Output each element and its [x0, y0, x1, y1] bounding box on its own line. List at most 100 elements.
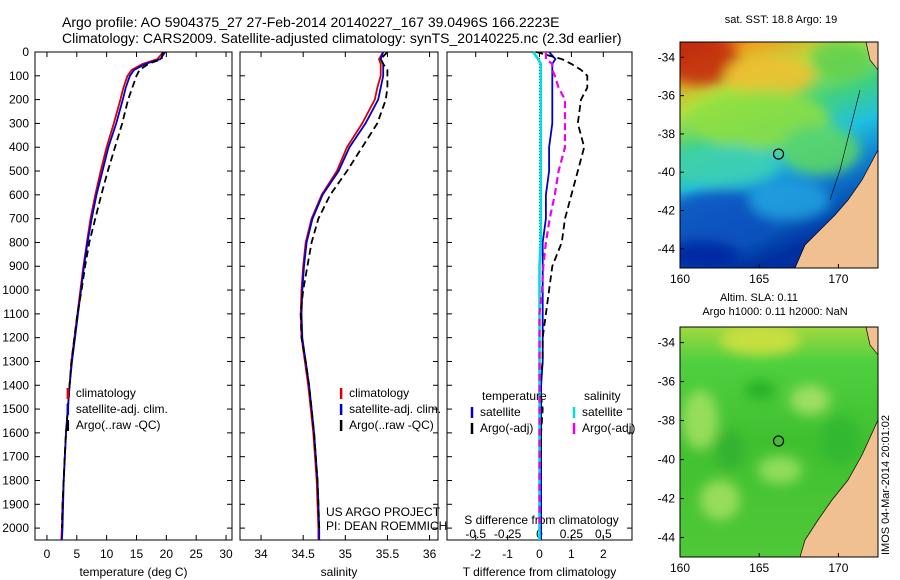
- x-tick-label: 5: [73, 547, 80, 561]
- map-y-tick-label: -40: [658, 453, 676, 467]
- y-tick-label: 0: [22, 45, 29, 59]
- series-line-argo-raw-qc-: [299, 51, 389, 529]
- x-tick-label: 30: [219, 547, 233, 561]
- y-tick-label: 600: [9, 188, 29, 202]
- land-shape: [794, 149, 878, 268]
- map-y-tick-label: -42: [658, 492, 676, 506]
- y-tick-label: 900: [9, 259, 29, 273]
- x-tick-label: 34.5: [292, 547, 316, 561]
- x2-tick-label: 0.5: [595, 527, 612, 541]
- x-tick-label: -2: [470, 547, 481, 561]
- y-tick-label: 1900: [2, 497, 29, 511]
- map-x-tick-label: 165: [749, 272, 769, 286]
- land-shape: [799, 419, 878, 557]
- series-line-satellite-adj-clim-: [300, 51, 385, 540]
- y-tick-label: 200: [9, 93, 29, 107]
- legend-label: satellite-adj. clim.: [349, 402, 441, 416]
- x-tick-label: 34: [254, 547, 268, 561]
- legend-label: climatology: [76, 386, 136, 400]
- header-line-1: Argo profile: AO 5904375_27 27-Feb-2014 …: [62, 14, 559, 30]
- chart-panel-temperature: 0 5 10 15 20 25 30 temperature (deg C) 0 100 200 30…: [2, 45, 233, 579]
- legend-label: Argo(-adj): [582, 421, 635, 435]
- map-y-tick-label: -36: [658, 375, 676, 389]
- x-tick-label: 0: [536, 547, 543, 561]
- x-tick-label: 35.5: [376, 547, 400, 561]
- project-note-line-1: US ARGO PROJECT: [326, 505, 441, 519]
- map-x-tick-label: 160: [670, 272, 690, 286]
- x-tick-label: 1: [568, 547, 575, 561]
- series-line-argo-adj-: [538, 52, 567, 529]
- legend-group-title: salinity: [584, 389, 621, 403]
- legend-label: Argo(..raw -QC): [76, 418, 161, 432]
- map-x-tick-label: 170: [828, 561, 848, 575]
- map-x-tick-label: 160: [670, 561, 690, 575]
- chart-panel-salinity: 34 34.5 35 35.5 36 salinity climatology satelli…: [239, 51, 441, 579]
- y-tick-label: 100: [9, 69, 29, 83]
- x2-tick-label: -0.25: [494, 527, 522, 541]
- argo-position-marker: [772, 148, 785, 160]
- project-note-line-2: PI: DEAN ROEMMICH: [326, 519, 447, 533]
- map-y-tick-label: -44: [658, 242, 676, 256]
- map-subtitle: Argo h1000: 0.11 h2000: NaN: [702, 306, 847, 318]
- y-tick-label: 400: [9, 140, 29, 154]
- map-y-tick-label: -44: [658, 531, 676, 545]
- legend-group-title: temperature: [482, 389, 547, 403]
- legend-label: climatology: [349, 386, 409, 400]
- y-tick-label: 1700: [2, 450, 29, 464]
- x-axis-label: salinity: [321, 565, 358, 579]
- map-y-tick-label: -34: [658, 336, 676, 350]
- plot-frame: [34, 51, 233, 541]
- x-tick-label: 15: [130, 547, 144, 561]
- x-tick-label: 2: [600, 547, 607, 561]
- y-tick-label: 700: [9, 212, 29, 226]
- x-tick-label: -1: [502, 547, 513, 561]
- chart-panel-differences: -2 -1 0 1 2 T difference from climatology -0.5…: [446, 51, 635, 579]
- legend-label: satellite-adj. clim.: [76, 402, 168, 416]
- argo-position-marker: [772, 435, 785, 447]
- map-x-tick-label: 165: [749, 561, 769, 575]
- y-tick-label: 1300: [2, 354, 29, 368]
- y-tick-label: 1200: [2, 331, 29, 345]
- x2-tick-label: -0.5: [465, 527, 486, 541]
- header-line-2: Climatology: CARS2009. Satellite-adjuste…: [62, 30, 622, 46]
- map-y-tick-label: -34: [658, 50, 676, 64]
- land-shape: [865, 327, 878, 356]
- x-tick-label: 25: [190, 547, 204, 561]
- x-tick-label: 20: [160, 547, 174, 561]
- sla-map: [679, 326, 879, 558]
- y-tick-label: 1600: [2, 426, 29, 440]
- map-axes-2: 160 165 170 -34 -36 -38 -40 -42 -44 Altim. SLA: 0…: [658, 292, 849, 575]
- legend-label: Argo(-adj): [480, 421, 533, 435]
- land-shape: [865, 42, 878, 71]
- map-axes-1: 160 165 170 -34 -36 -38 -40 -42 -44 sat. SST: 18.…: [658, 14, 849, 286]
- x-axis-label: temperature (deg C): [79, 565, 187, 579]
- series-line-argo-adj-: [536, 51, 589, 529]
- x-tick-label: 0: [44, 547, 51, 561]
- y-tick-label: 1500: [2, 402, 29, 416]
- map-y-tick-label: -40: [658, 165, 676, 179]
- map-title: Altim. SLA: 0.11: [720, 292, 798, 304]
- y-tick-label: 800: [9, 235, 29, 249]
- legend-label: satellite: [480, 405, 521, 419]
- x2-tick-label: 0.25: [560, 527, 584, 541]
- y-tick-label: 1400: [2, 378, 29, 392]
- x-tick-label: 36: [423, 547, 437, 561]
- x-tick-label: 35: [339, 547, 353, 561]
- y-tick-label: 500: [9, 164, 29, 178]
- legend-label: Argo(..raw -QC): [349, 418, 434, 432]
- x-axis-label: T difference from climatology: [463, 565, 617, 579]
- map-title: sat. SST: 18.8 Argo: 19: [725, 14, 838, 26]
- y-tick-label: 300: [9, 116, 29, 130]
- generated-timestamp: IMOS 04-Mar-2014 20:01:02: [880, 414, 892, 555]
- x-tick-label: 10: [100, 547, 114, 561]
- map-y-tick-label: -36: [658, 89, 676, 103]
- map-x-tick-label: 170: [828, 272, 848, 286]
- y-tick-label: 1800: [2, 473, 29, 487]
- plot-frame: [239, 51, 439, 541]
- sst-map: [679, 41, 879, 269]
- map-y-tick-label: -38: [658, 414, 676, 428]
- legend-label: satellite: [582, 405, 623, 419]
- y-tick-label: 1000: [2, 283, 29, 297]
- y-tick-label: 2000: [2, 521, 29, 535]
- series-line-argo-raw-qc-: [61, 51, 164, 529]
